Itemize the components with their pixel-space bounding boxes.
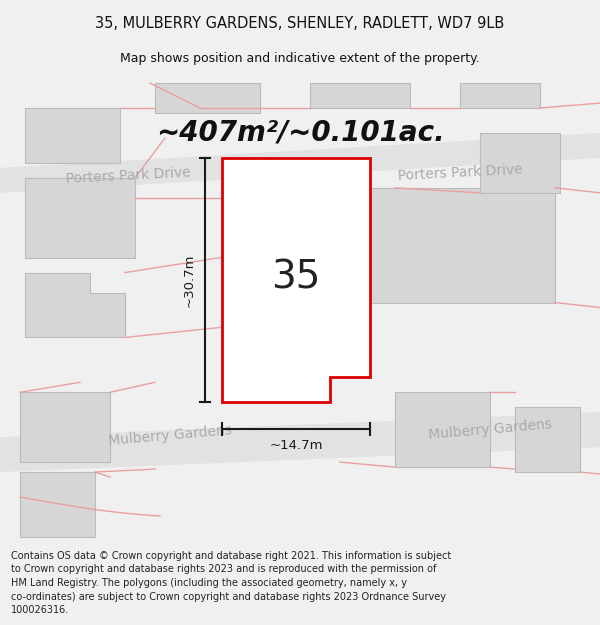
Polygon shape — [460, 83, 540, 108]
Text: ~30.7m: ~30.7m — [182, 253, 196, 307]
Polygon shape — [20, 472, 95, 537]
Polygon shape — [395, 392, 490, 467]
Polygon shape — [340, 188, 555, 302]
Polygon shape — [155, 83, 260, 113]
Text: Porters Park Drive: Porters Park Drive — [397, 162, 523, 183]
Text: ~14.7m: ~14.7m — [269, 439, 323, 452]
Polygon shape — [222, 158, 370, 402]
Polygon shape — [0, 133, 600, 193]
Polygon shape — [515, 408, 580, 472]
Polygon shape — [25, 108, 120, 163]
Text: 35: 35 — [271, 259, 320, 297]
Text: Map shows position and indicative extent of the property.: Map shows position and indicative extent… — [120, 52, 480, 65]
Text: Mulberry Gardens: Mulberry Gardens — [428, 417, 553, 442]
Text: Porters Park Drive: Porters Park Drive — [65, 166, 191, 186]
Text: Contains OS data © Crown copyright and database right 2021. This information is : Contains OS data © Crown copyright and d… — [11, 551, 451, 615]
Polygon shape — [20, 392, 110, 462]
Text: ~407m²/~0.101ac.: ~407m²/~0.101ac. — [155, 119, 445, 147]
Polygon shape — [480, 133, 560, 193]
Polygon shape — [310, 83, 410, 108]
Polygon shape — [0, 412, 600, 472]
Polygon shape — [25, 178, 135, 258]
Text: 35, MULBERRY GARDENS, SHENLEY, RADLETT, WD7 9LB: 35, MULBERRY GARDENS, SHENLEY, RADLETT, … — [95, 16, 505, 31]
Text: Mulberry Gardens: Mulberry Gardens — [107, 422, 232, 447]
Polygon shape — [25, 272, 125, 338]
